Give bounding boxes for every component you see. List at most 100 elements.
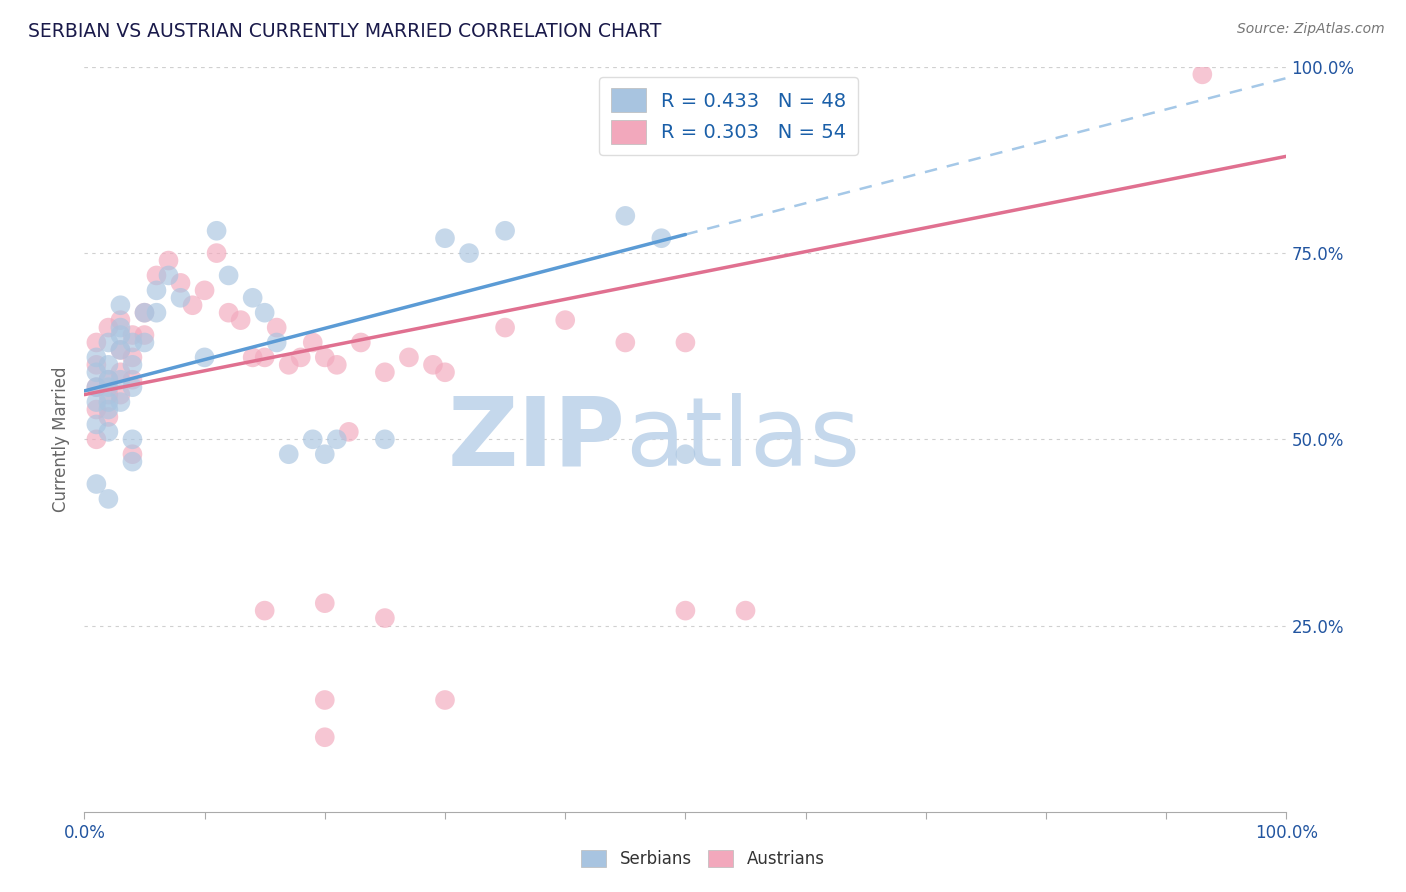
Point bbox=[194, 351, 217, 365]
Point bbox=[374, 365, 396, 379]
Point bbox=[121, 358, 143, 372]
Point bbox=[121, 328, 143, 343]
Point bbox=[242, 291, 264, 305]
Point bbox=[86, 335, 108, 350]
Point bbox=[110, 395, 132, 409]
Point bbox=[242, 351, 264, 365]
Point bbox=[301, 335, 323, 350]
Point bbox=[97, 409, 120, 424]
Point bbox=[121, 373, 143, 387]
Point bbox=[97, 395, 120, 409]
Point bbox=[134, 306, 156, 320]
Point bbox=[86, 351, 108, 365]
Point bbox=[675, 335, 697, 350]
Point bbox=[110, 313, 132, 327]
Point bbox=[218, 268, 240, 283]
Point bbox=[97, 358, 120, 372]
Point bbox=[266, 335, 288, 350]
Point bbox=[110, 365, 132, 379]
Point bbox=[86, 365, 108, 379]
Text: SERBIAN VS AUSTRIAN CURRENTLY MARRIED CORRELATION CHART: SERBIAN VS AUSTRIAN CURRENTLY MARRIED CO… bbox=[28, 22, 661, 41]
Point bbox=[145, 306, 167, 320]
Point bbox=[314, 596, 336, 610]
Point bbox=[205, 224, 228, 238]
Point bbox=[110, 328, 132, 343]
Point bbox=[110, 387, 132, 401]
Point bbox=[97, 335, 120, 350]
Point bbox=[374, 433, 396, 447]
Point bbox=[86, 380, 108, 394]
Point bbox=[121, 351, 143, 365]
Point bbox=[434, 231, 457, 245]
Point bbox=[110, 298, 132, 312]
Point bbox=[86, 380, 108, 394]
Legend: R = 0.433   N = 48, R = 0.303   N = 54: R = 0.433 N = 48, R = 0.303 N = 54 bbox=[599, 77, 858, 155]
Point bbox=[86, 402, 108, 417]
Point bbox=[110, 320, 132, 334]
Point bbox=[374, 611, 396, 625]
Point bbox=[97, 402, 120, 417]
Point bbox=[110, 373, 132, 387]
Point bbox=[145, 284, 167, 298]
Point bbox=[181, 298, 204, 312]
Point bbox=[301, 433, 323, 447]
Text: ZIP: ZIP bbox=[447, 392, 626, 486]
Point bbox=[277, 358, 299, 372]
Point bbox=[398, 351, 420, 365]
Point bbox=[614, 209, 637, 223]
Point bbox=[97, 320, 120, 334]
Point bbox=[314, 447, 336, 461]
Point bbox=[121, 380, 143, 394]
Point bbox=[253, 306, 276, 320]
Y-axis label: Currently Married: Currently Married bbox=[52, 367, 70, 512]
Point bbox=[253, 351, 276, 365]
Point bbox=[277, 447, 299, 461]
Point bbox=[434, 693, 457, 707]
Point bbox=[434, 365, 457, 379]
Point bbox=[86, 417, 108, 432]
Point bbox=[314, 693, 336, 707]
Point bbox=[110, 343, 132, 357]
Point bbox=[134, 335, 156, 350]
Point bbox=[614, 335, 637, 350]
Point bbox=[494, 320, 516, 334]
Point bbox=[675, 447, 697, 461]
Text: atlas: atlas bbox=[626, 392, 860, 486]
Point bbox=[86, 395, 108, 409]
Point bbox=[350, 335, 373, 350]
Point bbox=[675, 604, 697, 618]
Point bbox=[121, 335, 143, 350]
Point bbox=[86, 358, 108, 372]
Point bbox=[97, 387, 120, 401]
Point bbox=[326, 358, 349, 372]
Point bbox=[97, 425, 120, 439]
Point bbox=[494, 224, 516, 238]
Point bbox=[110, 343, 132, 357]
Point bbox=[314, 730, 336, 744]
Point bbox=[97, 491, 120, 506]
Point bbox=[218, 306, 240, 320]
Point bbox=[86, 477, 108, 491]
Point bbox=[121, 433, 143, 447]
Point bbox=[157, 253, 180, 268]
Legend: Serbians, Austrians: Serbians, Austrians bbox=[575, 843, 831, 875]
Point bbox=[554, 313, 576, 327]
Point bbox=[86, 433, 108, 447]
Point bbox=[326, 433, 349, 447]
Point bbox=[266, 320, 288, 334]
Point bbox=[121, 455, 143, 469]
Point bbox=[314, 351, 336, 365]
Point bbox=[134, 328, 156, 343]
Point bbox=[145, 268, 167, 283]
Text: Source: ZipAtlas.com: Source: ZipAtlas.com bbox=[1237, 22, 1385, 37]
Point bbox=[121, 447, 143, 461]
Point bbox=[97, 373, 120, 387]
Point bbox=[337, 425, 360, 439]
Point bbox=[290, 351, 312, 365]
Point bbox=[169, 291, 191, 305]
Point bbox=[169, 276, 191, 290]
Point bbox=[650, 231, 672, 245]
Point bbox=[253, 604, 276, 618]
Point bbox=[458, 246, 481, 260]
Point bbox=[205, 246, 228, 260]
